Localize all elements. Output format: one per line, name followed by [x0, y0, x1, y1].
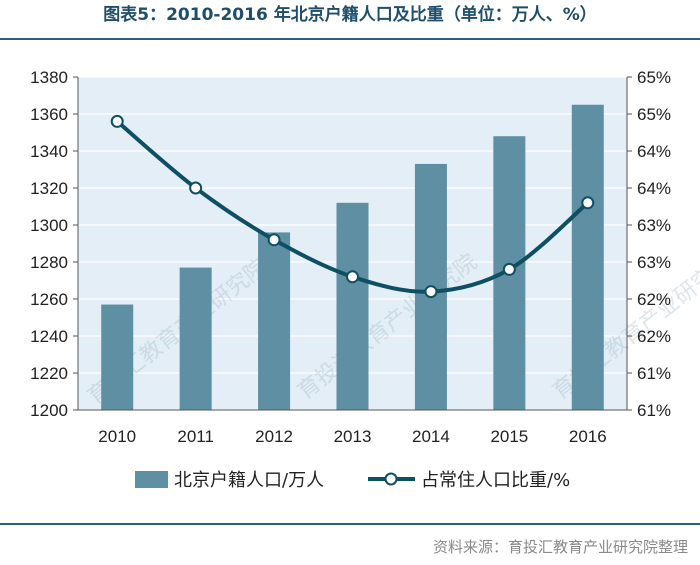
left-tick-label: 1260 [30, 290, 68, 309]
left-tick-label: 1220 [30, 364, 68, 383]
legend-bar-label: 北京户籍人口/万人 [174, 470, 324, 491]
legend-line-label: 占常住人口比重/% [421, 470, 570, 491]
bottom-divider [0, 523, 700, 525]
right-tick-label: 61% [637, 364, 671, 383]
left-tick-label: 1340 [30, 142, 68, 161]
line-point-2011 [189, 181, 203, 195]
tick-labels: 1200 1220 1240 1260 1280 1300 1320 1340 1360 1380… [30, 68, 671, 446]
axes [73, 76, 632, 411]
bar-2016 [571, 104, 604, 410]
left-tick-label: 1300 [30, 216, 68, 235]
chart-title: 图表5：2010-2016 年北京户籍人口及比重（单位：万人、%） [103, 5, 597, 25]
bar-2010 [101, 304, 134, 410]
line-point-2012 [267, 233, 281, 247]
source-note: 资料来源：育投汇教育产业研究院整理 [432, 538, 688, 556]
line-point-2013 [346, 270, 359, 284]
line-point-2014 [424, 285, 438, 299]
left-tick-label: 1360 [30, 105, 68, 124]
right-tick-label: 61% [637, 401, 671, 420]
legend-bar-swatch [135, 471, 168, 488]
x-tick-label: 2015 [490, 427, 528, 446]
x-tick-label: 2013 [334, 427, 372, 446]
left-tick-label: 1380 [30, 68, 68, 87]
x-tick-label: 2014 [412, 427, 450, 446]
right-tick-label: 63% [637, 216, 671, 235]
x-tick-label: 2016 [569, 427, 607, 446]
x-tick-label: 2011 [177, 427, 214, 446]
right-tick-label: 65% [637, 68, 671, 87]
line-point-2010 [110, 114, 124, 128]
right-tick-label: 63% [637, 253, 671, 272]
line-point-2015 [502, 262, 516, 276]
bar-2012 [258, 232, 291, 410]
bar-2011 [179, 267, 212, 410]
right-tick-label: 65% [637, 105, 671, 124]
line-point-2016 [581, 196, 595, 210]
bar-2013 [336, 202, 369, 410]
right-tick-label: 62% [637, 327, 671, 346]
bar-series [101, 104, 604, 410]
x-tick-label: 2010 [98, 427, 136, 446]
legend: 北京户籍人口/万人 占常住人口比重/% [135, 470, 570, 491]
x-tick-label: 2012 [255, 427, 293, 446]
left-tick-label: 1200 [30, 401, 68, 420]
right-tick-label: 64% [637, 142, 671, 161]
legend-line-marker [384, 472, 398, 486]
left-tick-label: 1320 [30, 179, 68, 198]
line-series [110, 114, 595, 299]
top-divider [0, 38, 700, 40]
left-tick-label: 1240 [30, 327, 68, 346]
right-tick-label: 64% [637, 179, 671, 198]
left-tick-label: 1280 [30, 253, 68, 272]
right-tick-label: 62% [637, 290, 671, 309]
